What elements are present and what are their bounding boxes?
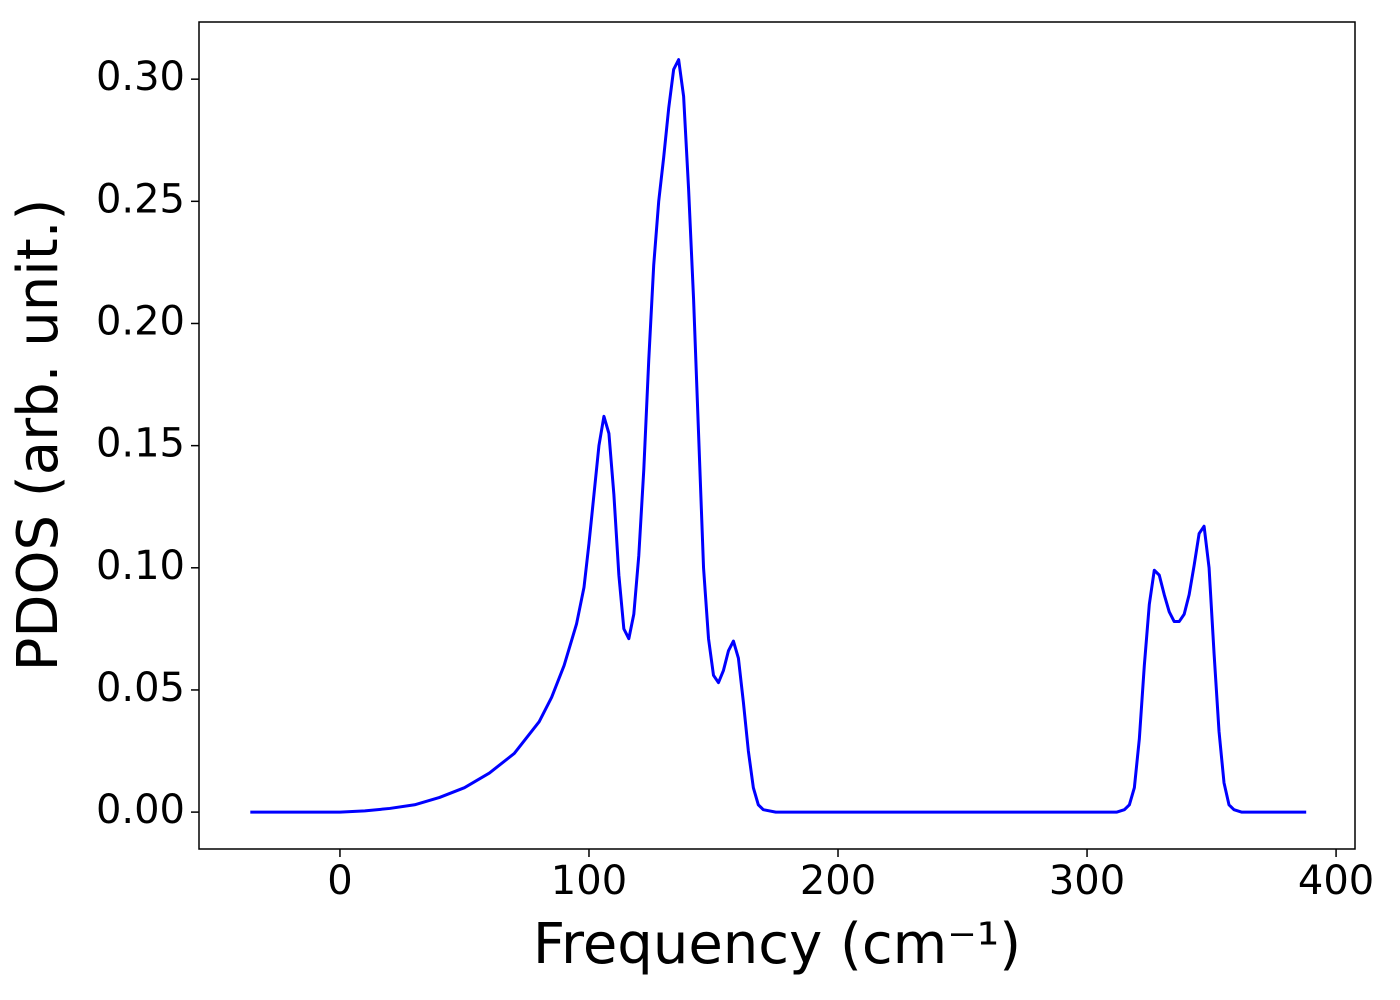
x-tick-label: 0 [327,858,352,904]
y-tick-label: 0.00 [96,787,185,833]
plot-frame [198,21,1356,850]
y-tick-label: 0.25 [96,176,185,222]
y-tick-label: 0.10 [96,543,185,589]
y-axis-label: PDOS (arb. unit.) [6,199,71,672]
y-tick-label: 0.05 [96,665,185,711]
x-tick-label: 200 [800,858,876,904]
x-tick-label: 100 [551,858,627,904]
data-line [250,58,1307,814]
x-axis-label: Frequency (cm⁻¹) [533,912,1021,977]
x-tick-label: 400 [1298,858,1374,904]
y-tick-label: 0.20 [96,298,185,344]
y-tick-label: 0.15 [96,421,185,467]
x-tick-label: 300 [1049,858,1125,904]
y-tick-label: 0.30 [96,54,185,100]
